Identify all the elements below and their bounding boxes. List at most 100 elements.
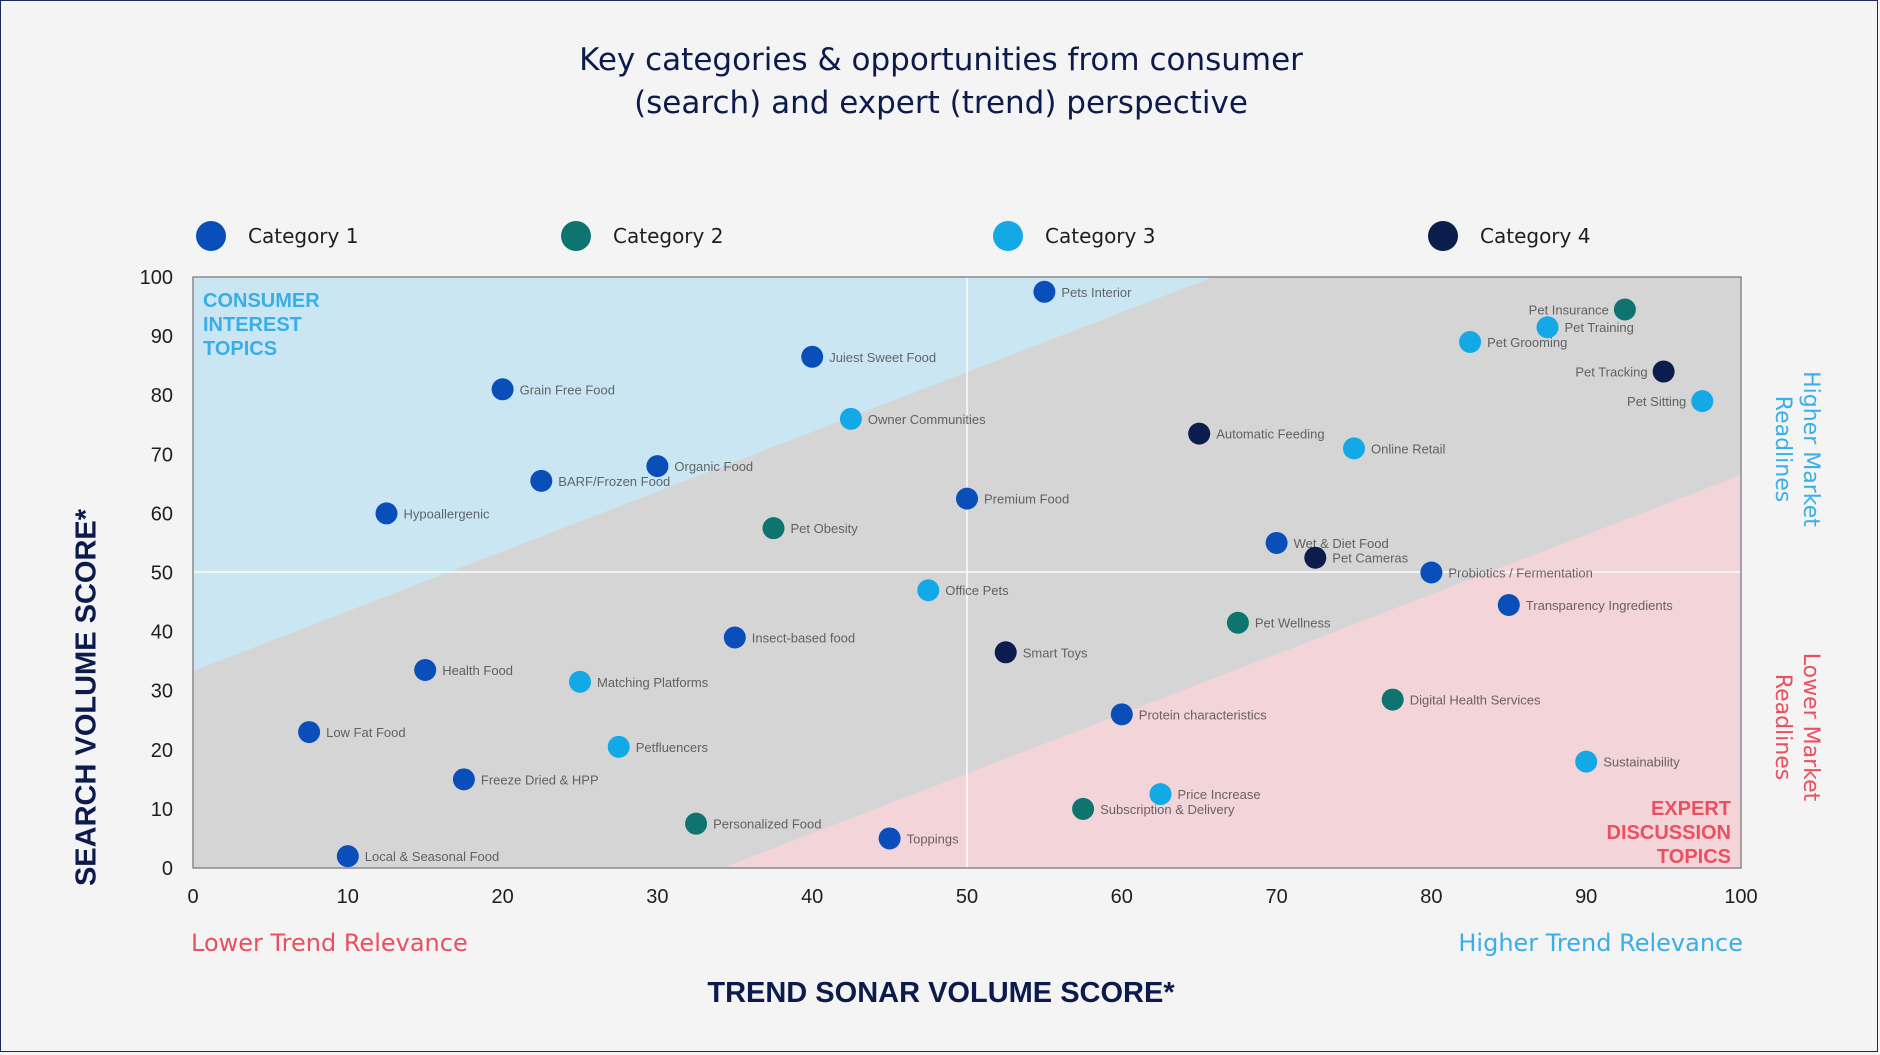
data-point-category-2: [1381, 688, 1404, 711]
data-point-category-4: [1304, 546, 1327, 569]
data-point-category-3: [1536, 316, 1559, 339]
data-point-label: Matching Platforms: [597, 675, 709, 690]
x-tick-label: 100: [1724, 886, 1757, 908]
data-point-label: Insect-based food: [752, 631, 855, 646]
data-point-label: Pet Obesity: [791, 521, 859, 536]
data-point-label: BARF/Frozen Food: [558, 474, 670, 489]
lower-trend-label: Lower Trend Relevance: [191, 929, 468, 957]
y-tick-label: 100: [140, 267, 173, 289]
y-tick-label: 80: [151, 385, 173, 407]
data-point-category-3: [569, 670, 591, 693]
chart-title-line-1: Key categories & opportunities from cons…: [579, 42, 1303, 78]
data-point-label: Pet Wellness: [1255, 616, 1331, 631]
data-point-label: Online Retail: [1371, 441, 1446, 456]
legend-label-category-3: Category 3: [1045, 224, 1156, 248]
data-point-label: Subscription & Delivery: [1100, 802, 1235, 817]
consumer-zone-label-line-3: TOPICS: [203, 338, 277, 360]
data-point-category-2: [685, 812, 708, 835]
x-tick-label: 80: [1420, 886, 1442, 908]
y-tick-label: 50: [151, 563, 173, 585]
data-point-category-3: [839, 407, 862, 430]
higher-market-label: Higher Market Readlines: [1770, 371, 1823, 527]
legend-item-category-1: Category 1: [196, 221, 358, 251]
legend-item-category-3: Category 3: [993, 221, 1155, 251]
chart-title: Key categories & opportunities from cons…: [1, 39, 1880, 125]
y-axis-title: SEARCH VOLUME SCORE*: [70, 508, 103, 887]
y-tick-label: 60: [151, 503, 173, 525]
data-point-label: Pets Interior: [1061, 285, 1132, 300]
data-point-label: Toppings: [907, 831, 960, 846]
data-point-label: Pet Cameras: [1332, 551, 1408, 566]
data-point-category-3: [917, 579, 940, 602]
expert-zone-label-line-3: TOPICS: [1657, 846, 1731, 868]
data-point-label: Pet Sitting: [1627, 394, 1686, 409]
legend-label-category-1: Category 1: [248, 224, 359, 248]
x-tick-label: 70: [1265, 886, 1287, 908]
legend-marker-category-4: [1428, 221, 1458, 251]
data-point-category-1: [491, 378, 514, 401]
data-point-category-4: [994, 641, 1017, 664]
legend-marker-category-3: [993, 221, 1023, 251]
y-tick-label: 10: [151, 799, 173, 821]
data-point-category-1: [298, 721, 321, 744]
expert-zone-label-line-1: EXPERT: [1651, 798, 1731, 820]
data-point-category-3: [1691, 390, 1714, 413]
data-point-category-1: [336, 845, 359, 868]
y-tick-label: 20: [151, 740, 173, 762]
x-tick-label: 20: [491, 886, 513, 908]
x-tick-label: 0: [187, 886, 198, 908]
data-point-category-3: [1343, 437, 1365, 460]
data-point-category-3: [607, 735, 630, 758]
data-point-category-2: [1072, 797, 1095, 820]
data-point-label: Organic Food: [674, 459, 753, 474]
lower-market-label: Lower Market Readlines: [1770, 652, 1823, 802]
data-points: Pets Interior Juiest Sweet Food Grain Free…: [298, 280, 1714, 868]
plot-frame: [192, 276, 1742, 869]
data-point-category-4: [1188, 422, 1211, 445]
x-tick-label: 40: [801, 886, 823, 908]
x-tick-label: 30: [646, 886, 668, 908]
y-tick-label: 90: [151, 326, 173, 348]
data-point-label: Owner Communities: [868, 412, 986, 427]
data-point-label: Freeze Dried & HPP: [481, 772, 599, 787]
x-tick-label: 90: [1575, 886, 1597, 908]
data-point-category-2: [1226, 611, 1249, 634]
data-point-label: Price Increase: [1178, 787, 1261, 802]
data-point-category-1: [878, 827, 901, 850]
y-tick-label: 70: [151, 444, 173, 466]
y-tick-label: 40: [151, 622, 173, 644]
data-point-label: Premium Food: [984, 492, 1069, 507]
data-point-label: Pet Tracking: [1575, 365, 1647, 380]
data-point-label: Personalized Food: [713, 817, 821, 832]
data-point-category-1: [1265, 531, 1288, 554]
legend-item-category-2: Category 2: [561, 221, 723, 251]
data-point-category-3: [1149, 783, 1172, 806]
data-point-label: Local & Seasonal Food: [365, 849, 499, 864]
data-point-label: Protein characteristics: [1139, 707, 1267, 722]
consumer-zone-label-line-2: INTEREST: [203, 314, 302, 336]
legend-label-category-2: Category 2: [613, 224, 724, 248]
data-point-label: Pet Insurance: [1529, 303, 1609, 318]
chart-title-line-2: (search) and expert (trend) perspective: [634, 85, 1248, 121]
data-point-label: Low Fat Food: [326, 725, 406, 740]
data-point-label: Grain Free Food: [520, 382, 615, 397]
legend-item-category-4: Category 4: [1428, 221, 1590, 251]
data-point-label: Probiotics / Fermentation: [1448, 566, 1593, 581]
data-point-label: Petfluencers: [636, 740, 709, 755]
x-tick-label: 50: [956, 886, 978, 908]
data-point-label: Pet Training: [1565, 320, 1634, 335]
data-point-label: Automatic Feeding: [1216, 427, 1324, 442]
data-point-category-1: [375, 502, 398, 525]
data-point-label: Juiest Sweet Food: [829, 350, 936, 365]
expert-discussion-zone: [722, 475, 1741, 868]
data-point-label: Sustainability: [1603, 755, 1680, 770]
data-point-category-3: [1459, 331, 1482, 354]
x-axis-title: TREND SONAR VOLUME SCORE*: [707, 977, 1175, 1009]
data-point-label: Digital Health Services: [1410, 693, 1541, 708]
data-point-label: Pet Grooming: [1487, 335, 1567, 350]
x-tick-label: 10: [337, 886, 359, 908]
data-point-category-1: [801, 345, 824, 368]
data-point-category-1: [1033, 280, 1056, 303]
